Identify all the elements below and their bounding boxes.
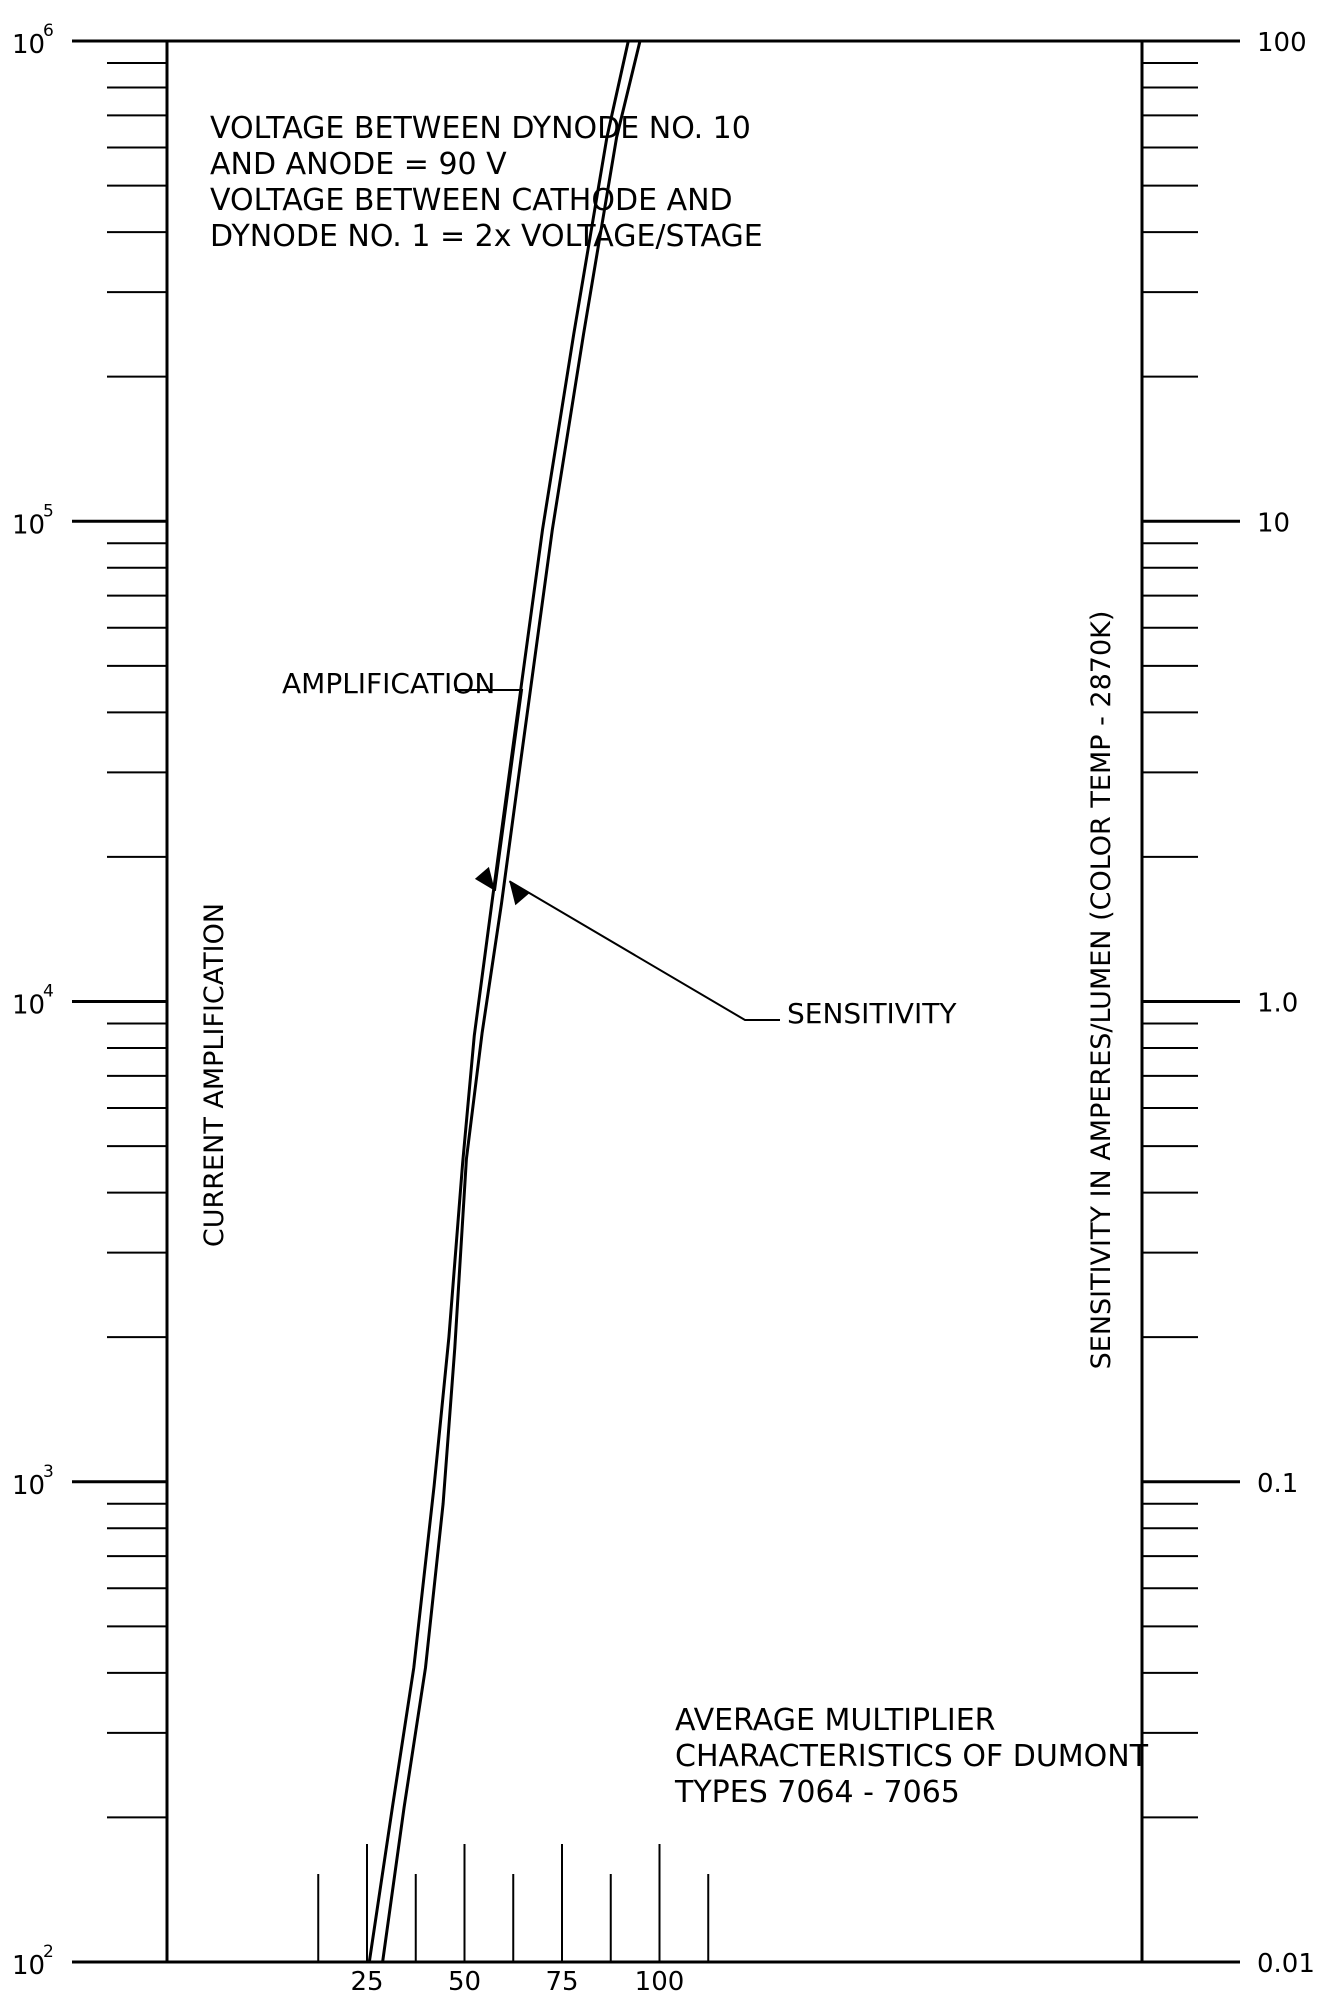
leader-lines	[455, 689, 780, 1021]
conditions-line-4: DYNODE NO. 1 = 2x VOLTAGE/STAGE	[210, 219, 763, 254]
conditions-line-1: VOLTAGE BETWEEN DYNODE NO. 10	[210, 111, 751, 146]
left-axis-label: CURRENT AMPLIFICATION	[199, 903, 230, 1247]
left-tick-base: 10	[12, 510, 45, 540]
chart-frame	[72, 39, 1240, 1964]
right-axis-tick-labels: 0.01 0.1 1.0 10 100	[1257, 28, 1315, 1979]
left-tick-label: 102	[12, 1942, 54, 1981]
left-tick-base: 10	[12, 30, 45, 60]
left-axis-ticks	[72, 39, 167, 1964]
left-tick-label: 103	[12, 1462, 54, 1501]
curves	[367, 40, 642, 1963]
left-tick-label: 106	[12, 21, 54, 60]
right-axis-label: SENSITIVITY IN AMPERES/LUMEN (COLOR TEMP…	[1086, 611, 1117, 1370]
right-tick-label: 1.0	[1257, 989, 1298, 1019]
right-tick-label: 100	[1257, 28, 1307, 58]
conditions-note: VOLTAGE BETWEEN DYNODE NO. 10 AND ANODE …	[210, 111, 763, 254]
sensitivity-leader	[508, 880, 780, 1021]
sensitivity-callout: SENSITIVITY	[787, 997, 957, 1030]
title-line-2: CHARACTERISTICS OF DUMONT	[675, 1739, 1149, 1774]
left-tick-label: 105	[12, 501, 54, 540]
x-tick-label: 100	[635, 1967, 685, 1997]
sensitivity-curve	[381, 40, 642, 1963]
amplification-arrowhead	[474, 866, 495, 891]
right-axis-ticks	[1142, 39, 1240, 1964]
x-tick-label: 50	[448, 1967, 481, 1997]
right-tick-label: 10	[1257, 508, 1290, 538]
x-tick-label: 25	[350, 1967, 383, 1997]
conditions-line-2: AND ANODE = 90 V	[210, 147, 507, 182]
left-tick-base: 10	[12, 1951, 45, 1981]
right-tick-label: 0.01	[1257, 1949, 1315, 1979]
amplification-curve	[367, 40, 630, 1963]
left-tick-exponent: 2	[43, 1942, 54, 1962]
left-tick-exponent: 3	[43, 1462, 54, 1482]
left-tick-base: 10	[12, 1471, 45, 1501]
x-tick-label: 75	[545, 1967, 578, 1997]
title-line-3: TYPES 7064 - 7065	[674, 1775, 960, 1810]
title-line-1: AVERAGE MULTIPLIER	[675, 1703, 996, 1738]
sensitivity-arrowhead	[509, 881, 530, 906]
left-tick-label: 104	[12, 982, 54, 1021]
amplification-leader	[455, 689, 524, 891]
x-axis-tick-labels: 25 50 75 100	[350, 1967, 684, 1997]
amplification-callout: AMPLIFICATION	[282, 667, 495, 700]
chart-title: AVERAGE MULTIPLIER CHARACTERISTICS OF DU…	[674, 1703, 1149, 1810]
x-axis-ticks	[317, 1844, 710, 1962]
conditions-line-3: VOLTAGE BETWEEN CATHODE AND	[210, 183, 733, 218]
left-tick-base: 10	[12, 991, 45, 1021]
left-tick-exponent: 5	[43, 501, 54, 521]
left-tick-exponent: 6	[43, 21, 54, 41]
right-tick-label: 0.1	[1257, 1469, 1298, 1499]
left-tick-exponent: 4	[43, 982, 54, 1002]
